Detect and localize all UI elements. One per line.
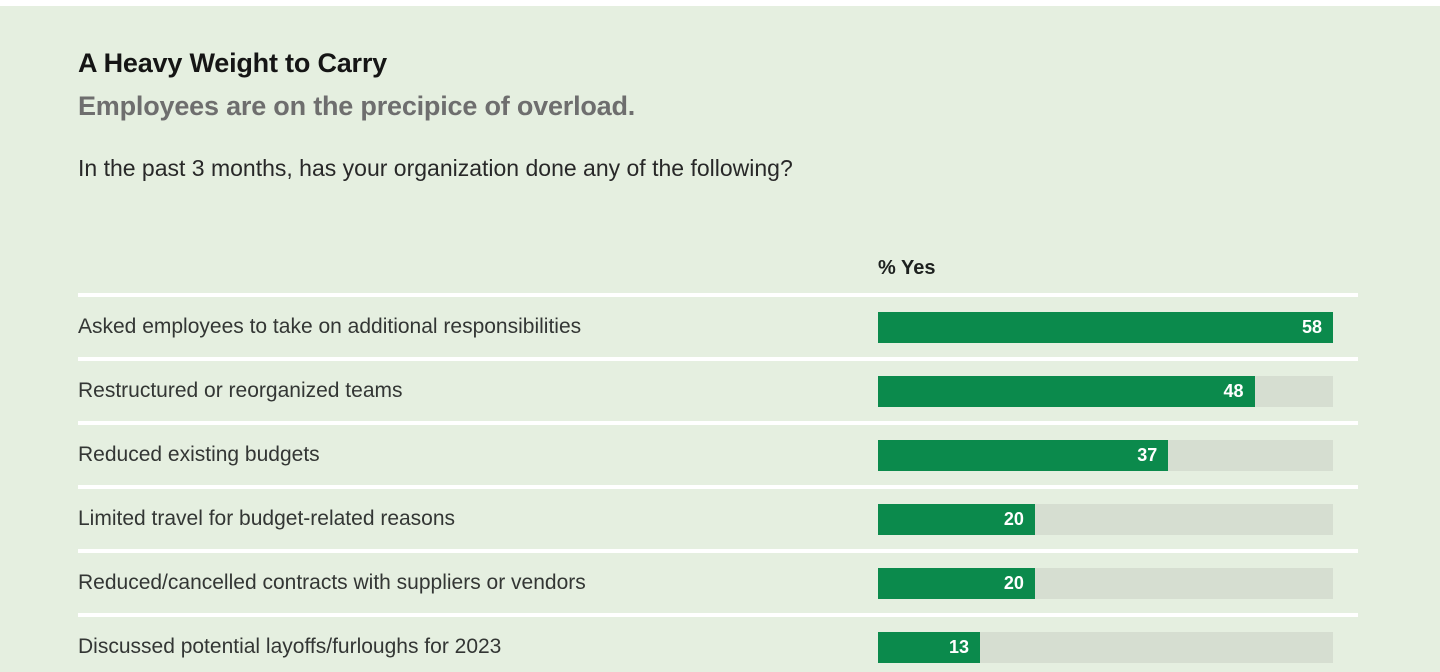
category-label: Asked employees to take on additional re… (78, 315, 582, 338)
page-title: A Heavy Weight to Carry (78, 48, 387, 78)
row-separator (78, 293, 1358, 297)
bar-fill: 20 (878, 503, 1035, 535)
top-white-strip (0, 0, 1440, 6)
row-separator (78, 357, 1358, 361)
page-subtitle: Employees are on the precipice of overlo… (78, 91, 636, 121)
chart-card: A Heavy Weight to Carry Employees are on… (78, 46, 1358, 672)
row-separator (78, 613, 1358, 617)
bar-track: 13 (878, 631, 1333, 663)
category-label: Limited travel for budget-related reason… (78, 507, 456, 530)
bar-fill: 58 (878, 311, 1333, 343)
category-label: Discussed potential layoffs/furloughs fo… (78, 635, 502, 658)
category-label: Restructured or reorganized teams (78, 379, 403, 402)
bar-track: 37 (878, 439, 1333, 471)
bar-value-label: 48 (1223, 380, 1244, 401)
bar-track: 20 (878, 567, 1333, 599)
chart-row: Reduced existing budgets 37 (78, 421, 1358, 485)
chart-row: Limited travel for budget-related reason… (78, 485, 1358, 549)
row-separator (78, 485, 1358, 489)
bar-track: 58 (878, 311, 1333, 343)
row-separator (78, 549, 1358, 553)
chart-row: Restructured or reorganized teams 48 (78, 357, 1358, 421)
survey-question: In the past 3 months, has your organizat… (78, 155, 793, 181)
bar-value-label: 20 (1003, 508, 1024, 529)
chart-row: Reduced/cancelled contracts with supplie… (78, 549, 1358, 613)
chart-row: Asked employees to take on additional re… (78, 293, 1358, 357)
bar-track: 20 (878, 503, 1333, 535)
bar-fill: 20 (878, 567, 1035, 599)
bar-value-label: 13 (948, 636, 969, 657)
chart-row: Discussed potential layoffs/furloughs fo… (78, 613, 1358, 672)
bar-chart: Asked employees to take on additional re… (78, 293, 1358, 672)
row-separator (78, 421, 1358, 425)
bar-fill: 13 (878, 631, 980, 663)
category-label: Reduced existing budgets (78, 443, 320, 466)
bar-value-label: 37 (1137, 444, 1158, 465)
column-header-pct-yes: % Yes (878, 257, 936, 279)
bar-value-label: 20 (1003, 572, 1024, 593)
bar-fill: 48 (878, 375, 1255, 407)
bar-fill: 37 (878, 439, 1169, 471)
bar-track: 48 (878, 375, 1333, 407)
category-label: Reduced/cancelled contracts with supplie… (78, 571, 586, 594)
bar-value-label: 58 (1301, 316, 1322, 337)
